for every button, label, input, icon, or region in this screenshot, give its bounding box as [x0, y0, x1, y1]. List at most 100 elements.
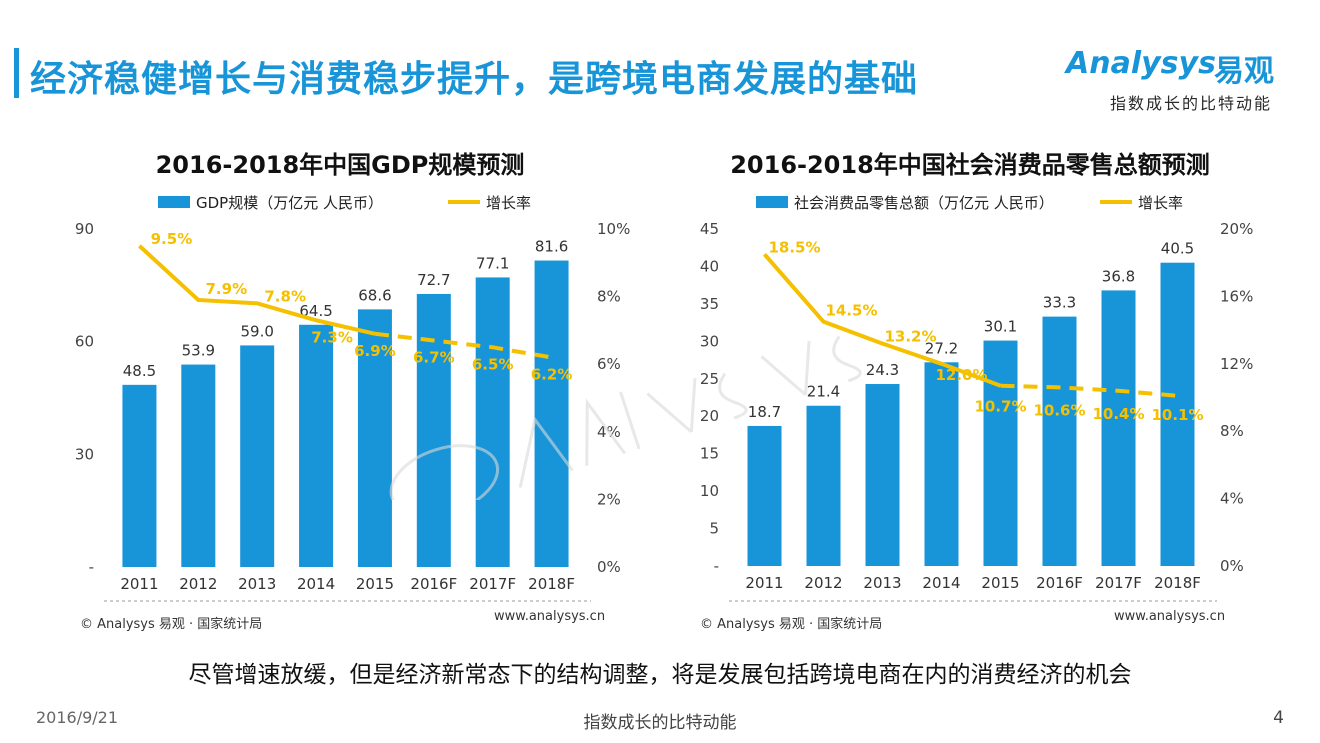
retail-y-tick: 20 — [700, 407, 719, 425]
gdp-y-tick: 30 — [75, 445, 94, 463]
retail-bar — [806, 405, 841, 566]
gdp-bar — [534, 260, 569, 567]
retail-bar-value-label: 33.3 — [1043, 294, 1076, 312]
retail-bar-value-label: 21.4 — [807, 383, 840, 401]
retail-growth-label: 13.2% — [884, 328, 936, 346]
retail-bar — [983, 340, 1018, 566]
gdp-chart: 2016-2018年中国GDP规模预测 GDP规模（万亿元 人民币） 增长率 - 30… — [40, 135, 640, 635]
retail-chart: 2016-2018年中国社会消费品零售总额预测 社会消费品零售总额（万亿元 人民… — [660, 135, 1280, 635]
retail-y-tick: 35 — [700, 295, 719, 313]
retail-growth-line-forecast — [1000, 383, 1178, 398]
gdp-bar — [240, 345, 275, 567]
retail-y-tick: 5 — [709, 520, 719, 538]
gdp-chart-source: © Analysys 易观 · 国家统计局 — [80, 617, 263, 632]
gdp-x-tick-label: 2017F — [469, 575, 516, 593]
gdp-growth-label: 9.5% — [151, 230, 193, 248]
gdp-bar-value-label: 81.6 — [535, 238, 568, 256]
retail-bar-value-label: 36.8 — [1102, 267, 1135, 285]
gdp-x-tick-label: 2011 — [120, 575, 158, 593]
gdp-growth-label: 6.2% — [531, 365, 573, 383]
retail-chart-title: 2016-2018年中国社会消费品零售总额预测 — [730, 151, 1210, 179]
retail-x-tick-label: 2014 — [922, 574, 960, 592]
gdp-y2-tick: 8% — [597, 288, 621, 306]
retail-y-tick: 10 — [700, 482, 719, 500]
retail-x-tick-label: 2018F — [1154, 574, 1201, 592]
retail-bar — [1101, 290, 1136, 566]
gdp-y2-tick: 10% — [597, 220, 630, 238]
gdp-x-tick-label: 2014 — [297, 575, 335, 593]
gdp-y2-tick: 2% — [597, 490, 621, 508]
analysys-logo: Analysys 易观 指数成长的比特动能 — [1066, 44, 1296, 114]
retail-growth-label: 14.5% — [825, 302, 877, 320]
retail-y2-tick: 4% — [1220, 490, 1244, 508]
gdp-y2-tick: 6% — [597, 355, 621, 373]
retail-bar-value-label: 40.5 — [1161, 240, 1194, 258]
gdp-y-tick: - — [89, 558, 94, 576]
gdp-x-tick-label: 2016F — [410, 575, 457, 593]
gdp-chart-title: 2016-2018年中国GDP规模预测 — [155, 151, 525, 179]
retail-y-tick: 25 — [700, 370, 719, 388]
retail-growth-label: 10.7% — [974, 398, 1026, 416]
gdp-y2-tick: 4% — [597, 423, 621, 441]
retail-chart-source: © Analysys 易观 · 国家统计局 — [700, 617, 883, 632]
gdp-bar-value-label: 59.0 — [240, 322, 273, 340]
gdp-y-tick: 90 — [75, 220, 94, 238]
retail-y-tick: 30 — [700, 332, 719, 350]
retail-bar — [1042, 316, 1077, 566]
gdp-bar — [122, 384, 157, 567]
retail-growth-line-actual — [762, 252, 1002, 388]
retail-growth-label: 10.6% — [1033, 401, 1085, 419]
gdp-legend-bar-swatch — [158, 196, 190, 208]
gdp-x-tick-label: 2015 — [356, 575, 394, 593]
retail-growth-label: 10.1% — [1151, 406, 1203, 424]
gdp-growth-label: 7.3% — [311, 328, 353, 346]
gdp-growth-label: 6.7% — [413, 349, 455, 367]
gdp-bar-value-label: 72.7 — [417, 271, 450, 289]
page-number: 4 — [1273, 708, 1284, 728]
gdp-bar-value-label: 48.5 — [123, 362, 156, 380]
gdp-chart-plot: GDP规模（万亿元 人民币） 增长率 - 30 60 90 0% 2% 4% 6% 8% 10% 48.… — [75, 194, 630, 602]
gdp-y2-tick: 0% — [597, 558, 621, 576]
gdp-y-tick: 60 — [75, 333, 94, 351]
gdp-bar — [357, 309, 392, 567]
gdp-growth-label: 6.5% — [472, 355, 514, 373]
footer-tagline: 指数成长的比特动能 — [583, 713, 737, 733]
retail-bar — [1160, 262, 1195, 566]
retail-growth-label: 18.5% — [768, 238, 820, 256]
gdp-growth-label: 6.9% — [354, 342, 396, 360]
gdp-bar — [299, 324, 334, 567]
logo-tagline: 指数成长的比特动能 — [1110, 94, 1273, 113]
gdp-chart-url: www.analysys.cn — [494, 609, 606, 624]
retail-legend-bar-label: 社会消费品零售总额（万亿元 人民币） — [794, 194, 1054, 212]
gdp-growth-label: 7.8% — [264, 287, 306, 305]
retail-legend-line-label: 增长率 — [1138, 194, 1183, 212]
retail-y2-tick: 20% — [1220, 220, 1253, 238]
gdp-bar-value-label: 53.9 — [182, 342, 215, 360]
retail-chart-plot: 社会消费品零售总额（万亿元 人民币） 增长率 - 5 10 15 20 25 30 35 40 45 0… — [700, 194, 1253, 602]
retail-x-tick-label: 2017F — [1095, 574, 1142, 592]
gdp-growth-line-actual — [138, 244, 376, 336]
page-title: 经济稳健增长与消费稳步提升，是跨境电商发展的基础 — [30, 59, 919, 100]
gdp-x-tick-label: 2012 — [179, 575, 217, 593]
retail-y2-tick: 12% — [1220, 355, 1253, 373]
gdp-bar — [475, 277, 510, 567]
retail-bar — [747, 425, 782, 566]
retail-chart-url: www.analysys.cn — [1114, 609, 1226, 624]
retail-growth-label: 12.0% — [935, 366, 987, 384]
retail-legend-bar-swatch — [756, 196, 788, 208]
gdp-bar-value-label: 64.5 — [299, 302, 332, 320]
retail-y-tick: - — [714, 557, 719, 575]
retail-x-tick-label: 2012 — [804, 574, 842, 592]
retail-bar-value-label: 27.2 — [925, 339, 958, 357]
retail-y-tick: 40 — [700, 257, 719, 275]
gdp-growth-line-forecast — [374, 331, 552, 360]
retail-x-tick-label: 2013 — [863, 574, 901, 592]
gdp-x-tick-label: 2018F — [528, 575, 575, 593]
retail-y-tick: 15 — [700, 445, 719, 463]
gdp-x-tick-label: 2013 — [238, 575, 276, 593]
retail-y-tick: 45 — [700, 220, 719, 238]
gdp-bar-value-label: 77.1 — [476, 254, 509, 272]
retail-bar-value-label: 24.3 — [866, 361, 899, 379]
gdp-legend-bar-label: GDP规模（万亿元 人民币） — [196, 194, 383, 212]
retail-x-tick-label: 2016F — [1036, 574, 1083, 592]
